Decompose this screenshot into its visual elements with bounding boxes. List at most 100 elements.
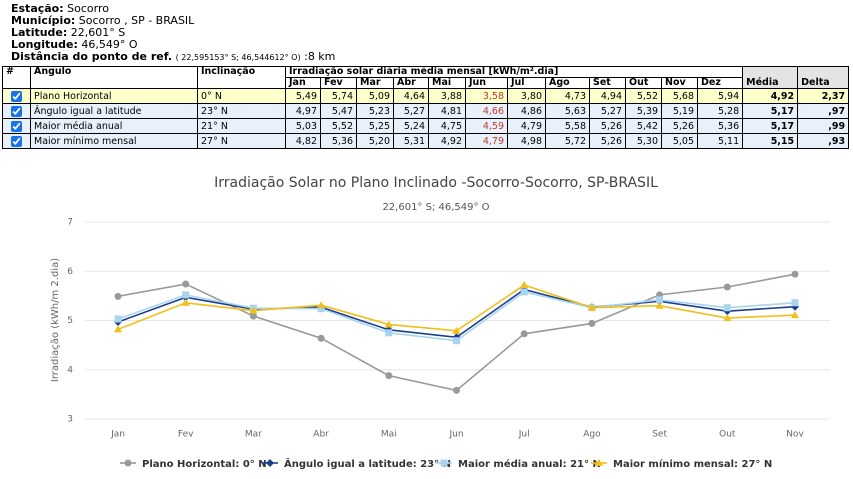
x-tick-label: Fev bbox=[178, 430, 194, 440]
month-value: 4,79 bbox=[507, 118, 546, 134]
header-row: Jan Fev Mar Abr Mai Jun Jul Ago Set Out Nov Dez bbox=[3, 77, 849, 89]
data-point bbox=[791, 299, 799, 307]
month-value: 3,80 bbox=[507, 88, 546, 104]
data-point bbox=[317, 305, 325, 313]
month-value: 5,52 bbox=[625, 88, 662, 104]
summary-header: Média bbox=[742, 66, 799, 89]
delta-value: ,99 bbox=[797, 118, 850, 134]
month-value: 5,20 bbox=[356, 133, 394, 149]
column-header: # bbox=[2, 66, 31, 89]
month-value: 3,58 bbox=[465, 88, 508, 104]
mean-value: 4,92 bbox=[742, 88, 799, 104]
summary-header: Delta bbox=[797, 66, 850, 89]
month-value: 5,30 bbox=[625, 133, 662, 149]
month-header: Out bbox=[625, 77, 662, 89]
data-point bbox=[723, 304, 731, 312]
month-value: 5,05 bbox=[661, 133, 698, 149]
data-point bbox=[520, 330, 528, 338]
data-point bbox=[453, 337, 460, 345]
month-value: 5,26 bbox=[661, 118, 698, 134]
month-value: 5,27 bbox=[393, 103, 429, 119]
legend-label: Maior mínimo mensal: 27° N bbox=[613, 458, 772, 470]
y-tick-label: 6 bbox=[67, 267, 73, 277]
month-value: 4,73 bbox=[545, 88, 590, 104]
row-checkbox[interactable] bbox=[11, 105, 22, 117]
data-point bbox=[656, 296, 664, 304]
legend-label: Plano Horizontal: 0° N bbox=[142, 459, 267, 470]
data-point bbox=[114, 325, 122, 333]
legend-marker bbox=[124, 459, 132, 467]
checkbox-cell bbox=[2, 88, 31, 104]
month-value: 5,09 bbox=[356, 88, 394, 104]
data-point bbox=[317, 334, 325, 342]
month-value: 5,24 bbox=[393, 118, 429, 134]
month-value: 5,47 bbox=[320, 103, 357, 119]
month-value: 5,11 bbox=[696, 133, 744, 149]
station-info: Estação: Socorro Município: Socorro , SP… bbox=[11, 3, 335, 64]
data-point bbox=[453, 386, 460, 394]
data-point bbox=[452, 326, 461, 334]
mean-value: 5,15 bbox=[742, 133, 799, 149]
info-line: Longitude: 46,549° O bbox=[11, 39, 335, 51]
checkbox-cell bbox=[2, 133, 31, 149]
delta-value: 2,37 bbox=[797, 88, 850, 104]
legend-marker bbox=[595, 459, 603, 466]
info-line: Estação: Socorro bbox=[11, 3, 335, 15]
data-point bbox=[588, 319, 596, 327]
data-point bbox=[182, 280, 190, 288]
label: Estação: bbox=[11, 2, 64, 15]
inclination: 23° N bbox=[197, 103, 286, 119]
angle-name: Maior média anual bbox=[30, 118, 198, 134]
row-checkbox[interactable] bbox=[11, 120, 22, 132]
month-value: 5,36 bbox=[320, 133, 357, 149]
month-value: 5,23 bbox=[356, 103, 394, 119]
y-tick-label: 5 bbox=[67, 316, 73, 326]
coords: ( 22,595153° S; 46,544612° O) bbox=[175, 53, 301, 62]
chart: Irradiação Solar no Plano Inclinado -Soc… bbox=[50, 175, 830, 470]
angle-name: Plano Horizontal bbox=[30, 88, 198, 104]
data-point bbox=[520, 288, 528, 296]
month-value: 5,27 bbox=[589, 103, 626, 119]
mean-value: 5,17 bbox=[742, 103, 799, 119]
x-tick-label: Mai bbox=[381, 430, 397, 440]
value: 46,549° O bbox=[81, 38, 138, 51]
legend-marker bbox=[266, 459, 274, 467]
x-tick-label: Out bbox=[719, 430, 736, 440]
x-tick-label: Abr bbox=[313, 430, 329, 440]
label: Município: bbox=[11, 14, 76, 27]
value: Socorro , SP - BRASIL bbox=[78, 14, 195, 27]
label: Latitude: bbox=[11, 26, 68, 39]
data-point bbox=[520, 281, 529, 289]
month-value: 5,42 bbox=[625, 118, 662, 134]
x-tick-label: Jun bbox=[448, 430, 463, 440]
month-value: 4,82 bbox=[285, 133, 321, 149]
month-header: Jul bbox=[507, 77, 546, 89]
month-value: 4,79 bbox=[465, 133, 508, 149]
data-point bbox=[114, 315, 122, 323]
chart-subtitle: 22,601° S; 46,549° O bbox=[382, 202, 489, 213]
month-value: 5,52 bbox=[320, 118, 357, 134]
row-checkbox[interactable] bbox=[11, 90, 22, 102]
month-header: Mai bbox=[428, 77, 466, 89]
checkbox-cell bbox=[2, 118, 31, 134]
x-tick-label: Jan bbox=[110, 430, 125, 440]
row-checkbox[interactable] bbox=[11, 135, 22, 147]
table-row: Maior média anual 21° N 5,03 5,52 5,25 5,24 4,… bbox=[2, 118, 850, 134]
data-point bbox=[182, 291, 190, 299]
month-value: 4,64 bbox=[393, 88, 429, 104]
month-value: 5,72 bbox=[545, 133, 590, 149]
data-point bbox=[791, 270, 799, 278]
month-header: Mar bbox=[356, 77, 394, 89]
table-head: # Ângulo Inclinação Irradiação solar diária… bbox=[2, 66, 850, 89]
month-header: Dez bbox=[696, 77, 744, 89]
y-tick-label: 3 bbox=[67, 415, 73, 425]
mean-value: 5,17 bbox=[742, 118, 799, 134]
month-value: 3,88 bbox=[428, 88, 466, 104]
legend-marker bbox=[440, 459, 448, 467]
month-value: 4,98 bbox=[507, 133, 546, 149]
month-value: 4,66 bbox=[465, 103, 508, 119]
month-value: 5,49 bbox=[285, 88, 321, 104]
data-point bbox=[317, 301, 326, 309]
table-row: Plano Horizontal 0° N 5,49 5,74 5,09 4,64 3,88… bbox=[2, 88, 850, 104]
month-value: 5,26 bbox=[589, 133, 626, 149]
